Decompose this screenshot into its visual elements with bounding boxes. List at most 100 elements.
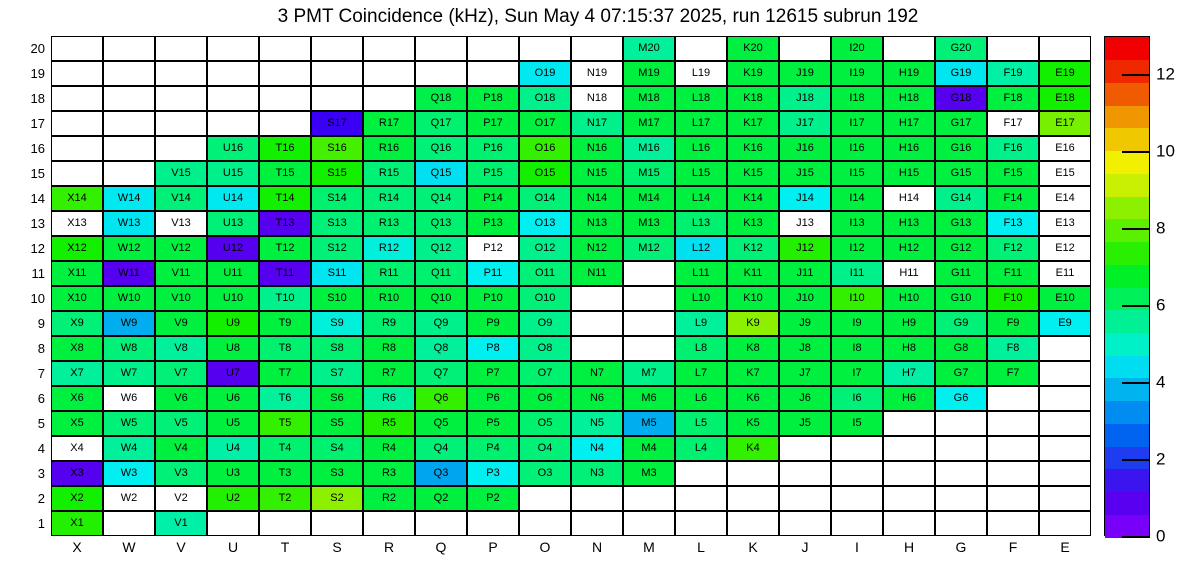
heatmap-cell-W14: W14	[103, 186, 155, 211]
heatmap-cell-L8: L8	[675, 336, 727, 361]
heatmap-cell-O19: O19	[519, 61, 571, 86]
colorbar-band	[1105, 446, 1149, 470]
heatmap-cell-J1	[779, 511, 831, 536]
heatmap-cell-H12: H12	[883, 236, 935, 261]
heatmap-cell-G20: G20	[935, 36, 987, 61]
heatmap-cell-E12: E12	[1039, 236, 1091, 261]
heatmap-cell-T16: T16	[259, 136, 311, 161]
heatmap-cell-F16: F16	[987, 136, 1039, 161]
heatmap-cell-X7: X7	[51, 361, 103, 386]
heatmap-cell-J12: J12	[779, 236, 831, 261]
heatmap-cell-R15: R15	[363, 161, 415, 186]
heatmap-grid: M20 K20 I20 G20 O19 N19 M19 L19 K19 J19 I19 H19 G19 F…	[51, 36, 1091, 536]
heatmap-cell-N10	[571, 286, 623, 311]
heatmap-cell-E15: E15	[1039, 161, 1091, 186]
y-axis-label-13: 13	[30, 215, 45, 231]
heatmap-cell-O15: O15	[519, 161, 571, 186]
heatmap-cell-N3: N3	[571, 461, 623, 486]
heatmap-cell	[259, 36, 311, 61]
heatmap-cell-U6: U6	[207, 386, 259, 411]
colorbar-band	[1105, 423, 1149, 447]
heatmap-cell-E19: E19	[1039, 61, 1091, 86]
x-axis-label-S: S	[332, 539, 342, 555]
heatmap-cell-O13: O13	[519, 211, 571, 236]
heatmap-cell-E13: E13	[1039, 211, 1091, 236]
heatmap-cell-V12: V12	[155, 236, 207, 261]
heatmap-cell-Q7: Q7	[415, 361, 467, 386]
heatmap-cell-G12: G12	[935, 236, 987, 261]
heatmap-cell-I18: I18	[831, 86, 883, 111]
heatmap-cell-Q1	[415, 511, 467, 536]
heatmap-cell-U8: U8	[207, 336, 259, 361]
heatmap-cell-O3: O3	[519, 461, 571, 486]
heatmap-cell-L19: L19	[675, 61, 727, 86]
heatmap-cell-J17: J17	[779, 111, 831, 136]
heatmap-cell-J18: J18	[779, 86, 831, 111]
colorbar-tick-label-0: 0	[1156, 526, 1166, 546]
heatmap-cell-Q14: Q14	[415, 186, 467, 211]
y-axis-label-17: 17	[30, 115, 45, 131]
heatmap-cell-F12: F12	[987, 236, 1039, 261]
colorbar-band	[1105, 241, 1149, 265]
x-axis-label-R: R	[383, 539, 395, 555]
heatmap-cell-J2	[779, 486, 831, 511]
heatmap-cell-X3: X3	[51, 461, 103, 486]
y-axis-label-12: 12	[30, 240, 45, 256]
heatmap-cell-T3: T3	[259, 461, 311, 486]
heatmap-cell-W9: W9	[103, 311, 155, 336]
colorbar-band	[1105, 196, 1149, 220]
heatmap-cell-W12: W12	[103, 236, 155, 261]
heatmap-cell-M7: M7	[623, 361, 675, 386]
heatmap-cell-H8: H8	[883, 336, 935, 361]
heatmap-cell-Q11: Q11	[415, 261, 467, 286]
heatmap-cell	[675, 36, 727, 61]
heatmap-cell	[103, 36, 155, 61]
heatmap-cell-I10: I10	[831, 286, 883, 311]
heatmap-cell-T2: T2	[259, 486, 311, 511]
heatmap-cell-U7: U7	[207, 361, 259, 386]
heatmap-cell	[363, 36, 415, 61]
heatmap-cell-O2	[519, 486, 571, 511]
heatmap-cell-M2	[623, 486, 675, 511]
heatmap-cell-S1	[311, 511, 363, 536]
heatmap-cell-P6: P6	[467, 386, 519, 411]
colorbar[interactable]	[1104, 36, 1150, 538]
colorbar-band	[1105, 309, 1149, 334]
page-title: 3 PMT Coincidence (kHz), Sun May 4 07:15…	[277, 6, 919, 27]
heatmap-cell-U13: U13	[207, 211, 259, 236]
heatmap-cell-O6: O6	[519, 386, 571, 411]
heatmap-cell	[155, 136, 207, 161]
heatmap-cell-S10: S10	[311, 286, 363, 311]
heatmap-cell-W7: W7	[103, 361, 155, 386]
heatmap-cell-M20: M20	[623, 36, 675, 61]
heatmap-cell-J14: J14	[779, 186, 831, 211]
heatmap-cell-N13: N13	[571, 211, 623, 236]
heatmap-cell-H7: H7	[883, 361, 935, 386]
heatmap-cell-Q3: Q3	[415, 461, 467, 486]
heatmap-cell-G2	[935, 486, 987, 511]
heatmap-cell-E7	[1039, 361, 1091, 386]
heatmap-cell-S14: S14	[311, 186, 363, 211]
heatmap-cell-E3	[1039, 461, 1091, 486]
heatmap-cell	[51, 136, 103, 161]
heatmap-cell-F15: F15	[987, 161, 1039, 186]
heatmap-cell-J16: J16	[779, 136, 831, 161]
heatmap-cell-U11: U11	[207, 261, 259, 286]
heatmap-cell-L7: L7	[675, 361, 727, 386]
heatmap-cell	[51, 111, 103, 136]
heatmap-cell-Q10: Q10	[415, 286, 467, 311]
x-axis-label-K: K	[748, 539, 758, 555]
heatmap-cell-I17: I17	[831, 111, 883, 136]
heatmap-cell-S17: S17	[311, 111, 363, 136]
y-axis-label-3: 3	[37, 465, 45, 481]
heatmap-cell-G14: G14	[935, 186, 987, 211]
heatmap-cell-T9: T9	[259, 311, 311, 336]
x-axis-label-H: H	[903, 539, 915, 555]
heatmap-cell-F11: F11	[987, 261, 1039, 286]
heatmap-cell-K12: K12	[727, 236, 779, 261]
heatmap-cell-O12: O12	[519, 236, 571, 261]
heatmap-cell-K10: K10	[727, 286, 779, 311]
colorbar-band	[1105, 514, 1149, 538]
heatmap-cell-F13: F13	[987, 211, 1039, 236]
